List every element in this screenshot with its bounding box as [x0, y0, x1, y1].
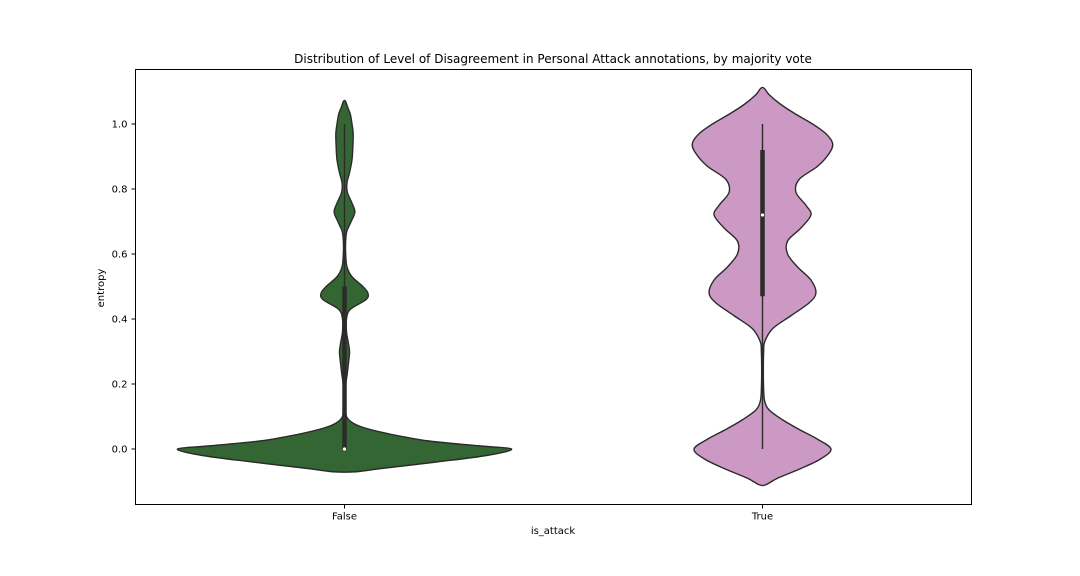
y-tick-label: 0.0 — [112, 445, 128, 456]
chart-title: Distribution of Level of Disagreement in… — [294, 52, 812, 66]
median-marker-false — [342, 447, 347, 451]
x-axis: False True — [332, 504, 773, 523]
x-tick-label: False — [332, 512, 357, 523]
plot-frame — [135, 69, 972, 505]
y-tick-label: 1.0 — [112, 120, 128, 131]
median-marker-true — [760, 213, 765, 217]
x-axis-label: is_attack — [531, 526, 576, 537]
box-layer — [342, 124, 765, 451]
y-tick-label: 0.2 — [112, 380, 128, 391]
violins-layer — [176, 86, 834, 487]
y-tick-label: 0.8 — [112, 185, 128, 196]
x-tick-label: True — [751, 512, 773, 523]
y-axis: 0.0 0.2 0.4 0.6 0.8 1.0 — [112, 120, 136, 456]
y-tick-label: 0.6 — [112, 250, 128, 261]
y-tick-label: 0.4 — [112, 315, 128, 326]
y-axis-label: entropy — [96, 269, 107, 308]
